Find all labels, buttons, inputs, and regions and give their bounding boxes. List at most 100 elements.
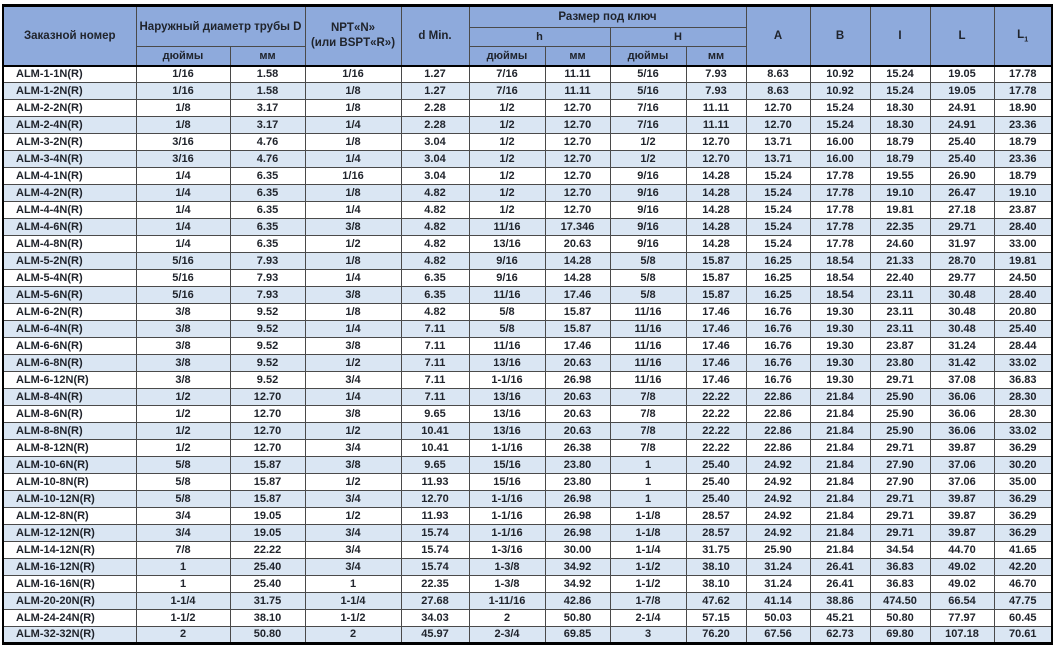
value-cell: 1-1/2 (304, 609, 402, 627)
value-cell: 1/8 (135, 99, 231, 117)
value-cell: 15.74 (400, 558, 470, 576)
value-cell: 1/2 (609, 150, 687, 168)
value-cell: 27.18 (929, 201, 995, 219)
value-cell: 66.54 (929, 592, 995, 610)
value-cell: 21.84 (809, 473, 871, 491)
value-cell: 16.25 (745, 252, 811, 270)
value-cell: 1/8 (304, 184, 402, 202)
value-cell: 4.82 (400, 184, 470, 202)
value-cell: 7.11 (400, 371, 470, 389)
order-number-cell: ALM-5-6N(R) (2, 286, 137, 304)
value-cell: 2-3/4 (468, 626, 546, 644)
value-cell: 22.35 (400, 575, 470, 593)
value-cell: 25.40 (229, 558, 306, 576)
value-cell: 15.24 (809, 116, 871, 134)
value-cell: 31.24 (745, 558, 811, 576)
value-cell: 1 (135, 558, 231, 576)
value-cell: 77.97 (929, 609, 995, 627)
value-cell: 29.71 (869, 507, 931, 525)
value-cell: 9.52 (229, 354, 306, 372)
value-cell: 1-1/2 (609, 558, 687, 576)
table-row: ALM-4-2N(R) 1/4 6.35 1/8 4.82 1/2 12.70 9/16 14.… (2, 184, 1053, 202)
table-body: ALM-1-1N(R) 1/16 1.58 1/16 1.27 7/16 11.11 5/16… (2, 65, 1053, 644)
value-cell: 5/8 (609, 269, 687, 287)
table-row: ALM-10-8N(R) 5/8 15.87 1/2 11.93 15/16 23.80 1 2… (2, 473, 1053, 491)
value-cell: 18.54 (809, 286, 871, 304)
value-cell: 13/16 (468, 422, 546, 440)
value-cell: 3.04 (400, 133, 470, 151)
value-cell: 24.92 (745, 473, 811, 491)
value-cell: 29.71 (869, 439, 931, 457)
value-cell: 1/2 (135, 388, 231, 406)
value-cell: 14.28 (544, 269, 611, 287)
value-cell: 67.56 (745, 626, 811, 644)
value-cell: 26.90 (929, 167, 995, 185)
value-cell: 9/16 (609, 218, 687, 236)
value-cell: 15/16 (468, 456, 546, 474)
value-cell: 474.50 (869, 592, 931, 610)
value-cell: 41.14 (745, 592, 811, 610)
value-cell: 6.35 (400, 286, 470, 304)
value-cell: 7.93 (685, 82, 747, 100)
value-cell: 3/8 (304, 405, 402, 423)
value-cell: 17.46 (685, 320, 747, 338)
value-cell: 4.82 (400, 303, 470, 321)
value-cell: 28.57 (685, 524, 747, 542)
order-number-cell: ALM-14-12N(R) (2, 541, 137, 559)
value-cell: 37.06 (929, 456, 995, 474)
value-cell: 1-11/16 (468, 592, 546, 610)
value-cell: 7/16 (468, 82, 546, 100)
order-number-cell: ALM-2-4N(R) (2, 116, 137, 134)
value-cell: 5/16 (609, 65, 687, 83)
value-cell: 13.71 (745, 150, 811, 168)
value-cell: 21.84 (809, 405, 871, 423)
value-cell: 14.28 (685, 184, 747, 202)
value-cell: 50.80 (544, 609, 611, 627)
value-cell: 22.22 (685, 422, 747, 440)
table-row: ALM-12-12N(R) 3/4 19.05 3/4 15.74 1-1/16 26.98… (2, 524, 1053, 542)
value-cell: 36.83 (869, 558, 931, 576)
value-cell: 28.57 (685, 507, 747, 525)
value-cell: 12.70 (229, 439, 306, 457)
value-cell: 21.84 (809, 507, 871, 525)
value-cell: 19.55 (869, 167, 931, 185)
col-header-a: A (745, 5, 811, 66)
value-cell: 1/4 (135, 235, 231, 253)
value-cell: 15/16 (468, 473, 546, 491)
value-cell: 16.76 (745, 303, 811, 321)
order-number-cell: ALM-4-8N(R) (2, 235, 137, 253)
value-cell: 42.20 (993, 558, 1053, 576)
value-cell: 31.75 (685, 541, 747, 559)
value-cell: 1.58 (229, 82, 306, 100)
col-header-d-inches: дюймы (135, 46, 231, 66)
value-cell: 31.75 (229, 592, 306, 610)
value-cell: 12.70 (745, 99, 811, 117)
table-row: ALM-2-2N(R) 1/8 3.17 1/8 2.28 1/2 12.70 7/16 11.… (2, 99, 1053, 117)
table-row: ALM-3-4N(R) 3/16 4.76 1/4 3.04 1/2 12.70 1/2 12.… (2, 150, 1053, 168)
value-cell: 25.90 (869, 388, 931, 406)
order-number-cell: ALM-6-8N(R) (2, 354, 137, 372)
value-cell: 6.35 (229, 218, 306, 236)
value-cell: 15.24 (745, 218, 811, 236)
value-cell: 3/4 (304, 524, 402, 542)
value-cell: 23.11 (869, 320, 931, 338)
order-number-cell: ALM-4-6N(R) (2, 218, 137, 236)
value-cell: 5/8 (609, 252, 687, 270)
value-cell: 29.77 (929, 269, 995, 287)
value-cell: 15.24 (869, 65, 931, 83)
value-cell: 38.86 (809, 592, 871, 610)
value-cell: 19.30 (809, 303, 871, 321)
value-cell: 23.80 (544, 456, 611, 474)
order-number-cell: ALM-10-6N(R) (2, 456, 137, 474)
col-header-H-mm: мм (685, 46, 747, 66)
value-cell: 12.70 (544, 99, 611, 117)
value-cell: 22.22 (685, 439, 747, 457)
col-header-h-inches: дюймы (468, 46, 546, 66)
value-cell: 25.90 (869, 405, 931, 423)
value-cell: 37.08 (929, 371, 995, 389)
value-cell: 11.11 (544, 82, 611, 100)
table-row: ALM-16-16N(R) 1 25.40 1 22.35 1-3/8 34.92 1-1/2… (2, 575, 1053, 593)
value-cell: 19.30 (809, 320, 871, 338)
value-cell: 38.10 (685, 558, 747, 576)
value-cell: 11/16 (468, 218, 546, 236)
